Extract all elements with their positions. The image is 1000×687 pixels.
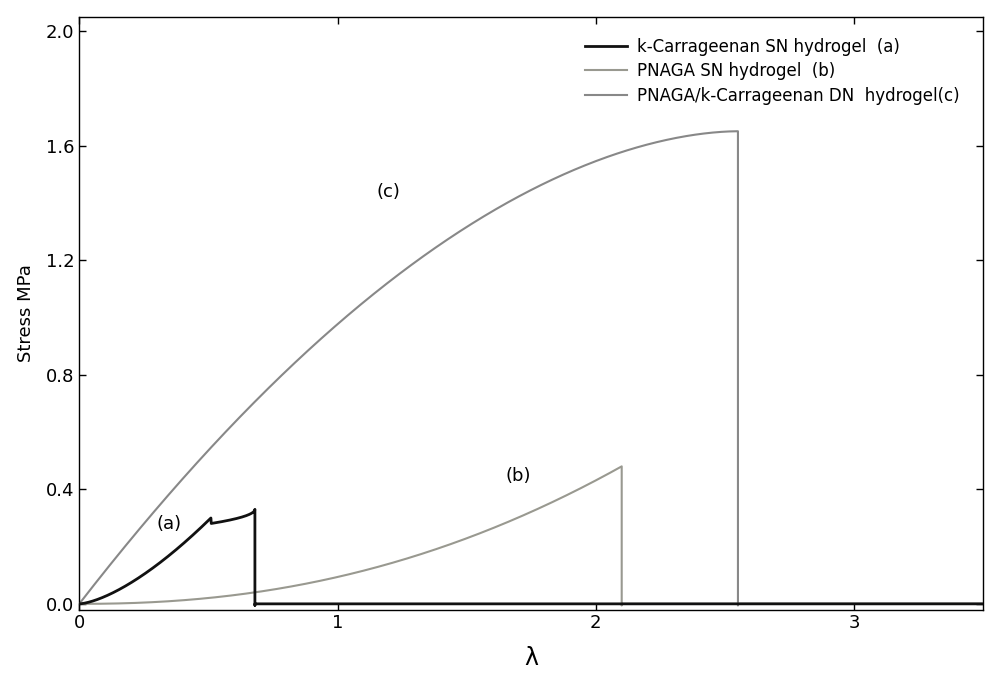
Text: (a): (a) xyxy=(157,515,182,533)
Y-axis label: Stress MPa: Stress MPa xyxy=(17,264,35,362)
Text: (b): (b) xyxy=(505,466,531,485)
X-axis label: λ: λ xyxy=(524,646,538,671)
Text: (c): (c) xyxy=(376,183,400,201)
Legend: k-Carrageenan SN hydrogel  (a), PNAGA SN hydrogel  (b), PNAGA/k-Carrageenan DN  : k-Carrageenan SN hydrogel (a), PNAGA SN … xyxy=(578,31,966,111)
